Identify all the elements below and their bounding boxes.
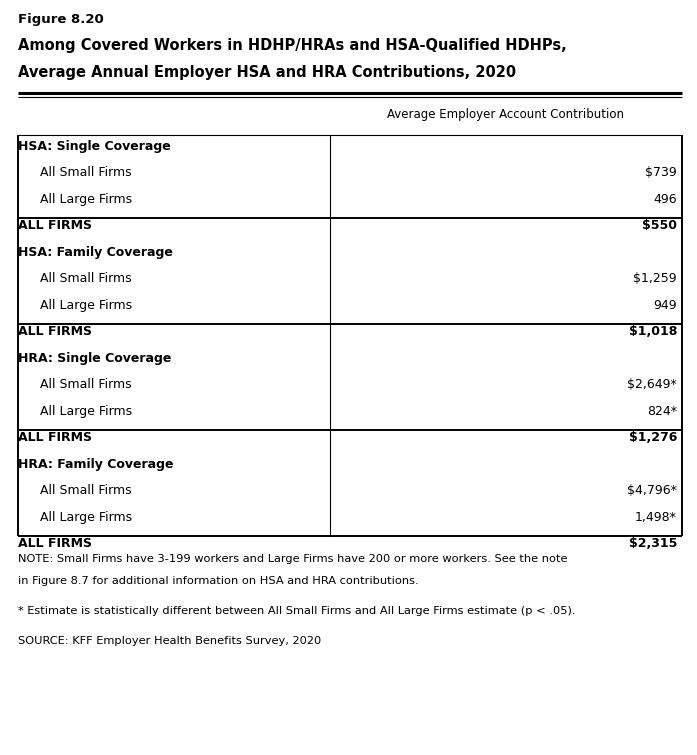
Text: $1,018: $1,018 — [629, 325, 677, 338]
Text: Among Covered Workers in HDHP/HRAs and HSA-Qualified HDHPs,: Among Covered Workers in HDHP/HRAs and H… — [18, 38, 567, 53]
Text: in Figure 8.7 for additional information on HSA and HRA contributions.: in Figure 8.7 for additional information… — [18, 577, 419, 587]
Text: All Large Firms: All Large Firms — [40, 511, 132, 524]
Text: HSA: Family Coverage: HSA: Family Coverage — [18, 246, 173, 259]
Text: Average Employer Account Contribution: Average Employer Account Contribution — [388, 108, 625, 121]
Text: 824*: 824* — [647, 405, 677, 418]
Text: HRA: Single Coverage: HRA: Single Coverage — [18, 352, 171, 365]
Text: All Small Firms: All Small Firms — [40, 273, 132, 285]
Text: All Small Firms: All Small Firms — [40, 378, 132, 392]
Text: 496: 496 — [653, 193, 677, 206]
Text: NOTE: Small Firms have 3-199 workers and Large Firms have 200 or more workers. S: NOTE: Small Firms have 3-199 workers and… — [18, 554, 567, 565]
Text: All Small Firms: All Small Firms — [40, 485, 132, 498]
Text: Figure 8.20: Figure 8.20 — [18, 13, 104, 26]
Text: ALL FIRMS: ALL FIRMS — [18, 325, 92, 338]
Text: All Large Firms: All Large Firms — [40, 193, 132, 206]
Text: All Large Firms: All Large Firms — [40, 405, 132, 418]
Text: Average Annual Employer HSA and HRA Contributions, 2020: Average Annual Employer HSA and HRA Cont… — [18, 65, 516, 80]
Text: All Small Firms: All Small Firms — [40, 167, 132, 180]
Text: $2,315: $2,315 — [629, 538, 677, 550]
Text: $550: $550 — [642, 220, 677, 233]
Text: ALL FIRMS: ALL FIRMS — [18, 432, 92, 445]
Text: All Large Firms: All Large Firms — [40, 299, 132, 312]
Text: $739: $739 — [645, 167, 677, 180]
Text: $1,259: $1,259 — [634, 273, 677, 285]
Text: 949: 949 — [653, 299, 677, 312]
Text: * Estimate is statistically different between All Small Firms and All Large Firm: * Estimate is statistically different be… — [18, 606, 576, 617]
Text: HRA: Family Coverage: HRA: Family Coverage — [18, 458, 174, 471]
Text: 1,498*: 1,498* — [635, 511, 677, 524]
Text: HSA: Single Coverage: HSA: Single Coverage — [18, 140, 171, 153]
Text: ALL FIRMS: ALL FIRMS — [18, 538, 92, 550]
Text: $4,796*: $4,796* — [627, 485, 677, 498]
Text: SOURCE: KFF Employer Health Benefits Survey, 2020: SOURCE: KFF Employer Health Benefits Sur… — [18, 636, 321, 646]
Text: $1,276: $1,276 — [629, 432, 677, 445]
Text: ALL FIRMS: ALL FIRMS — [18, 220, 92, 233]
Text: $2,649*: $2,649* — [627, 378, 677, 392]
